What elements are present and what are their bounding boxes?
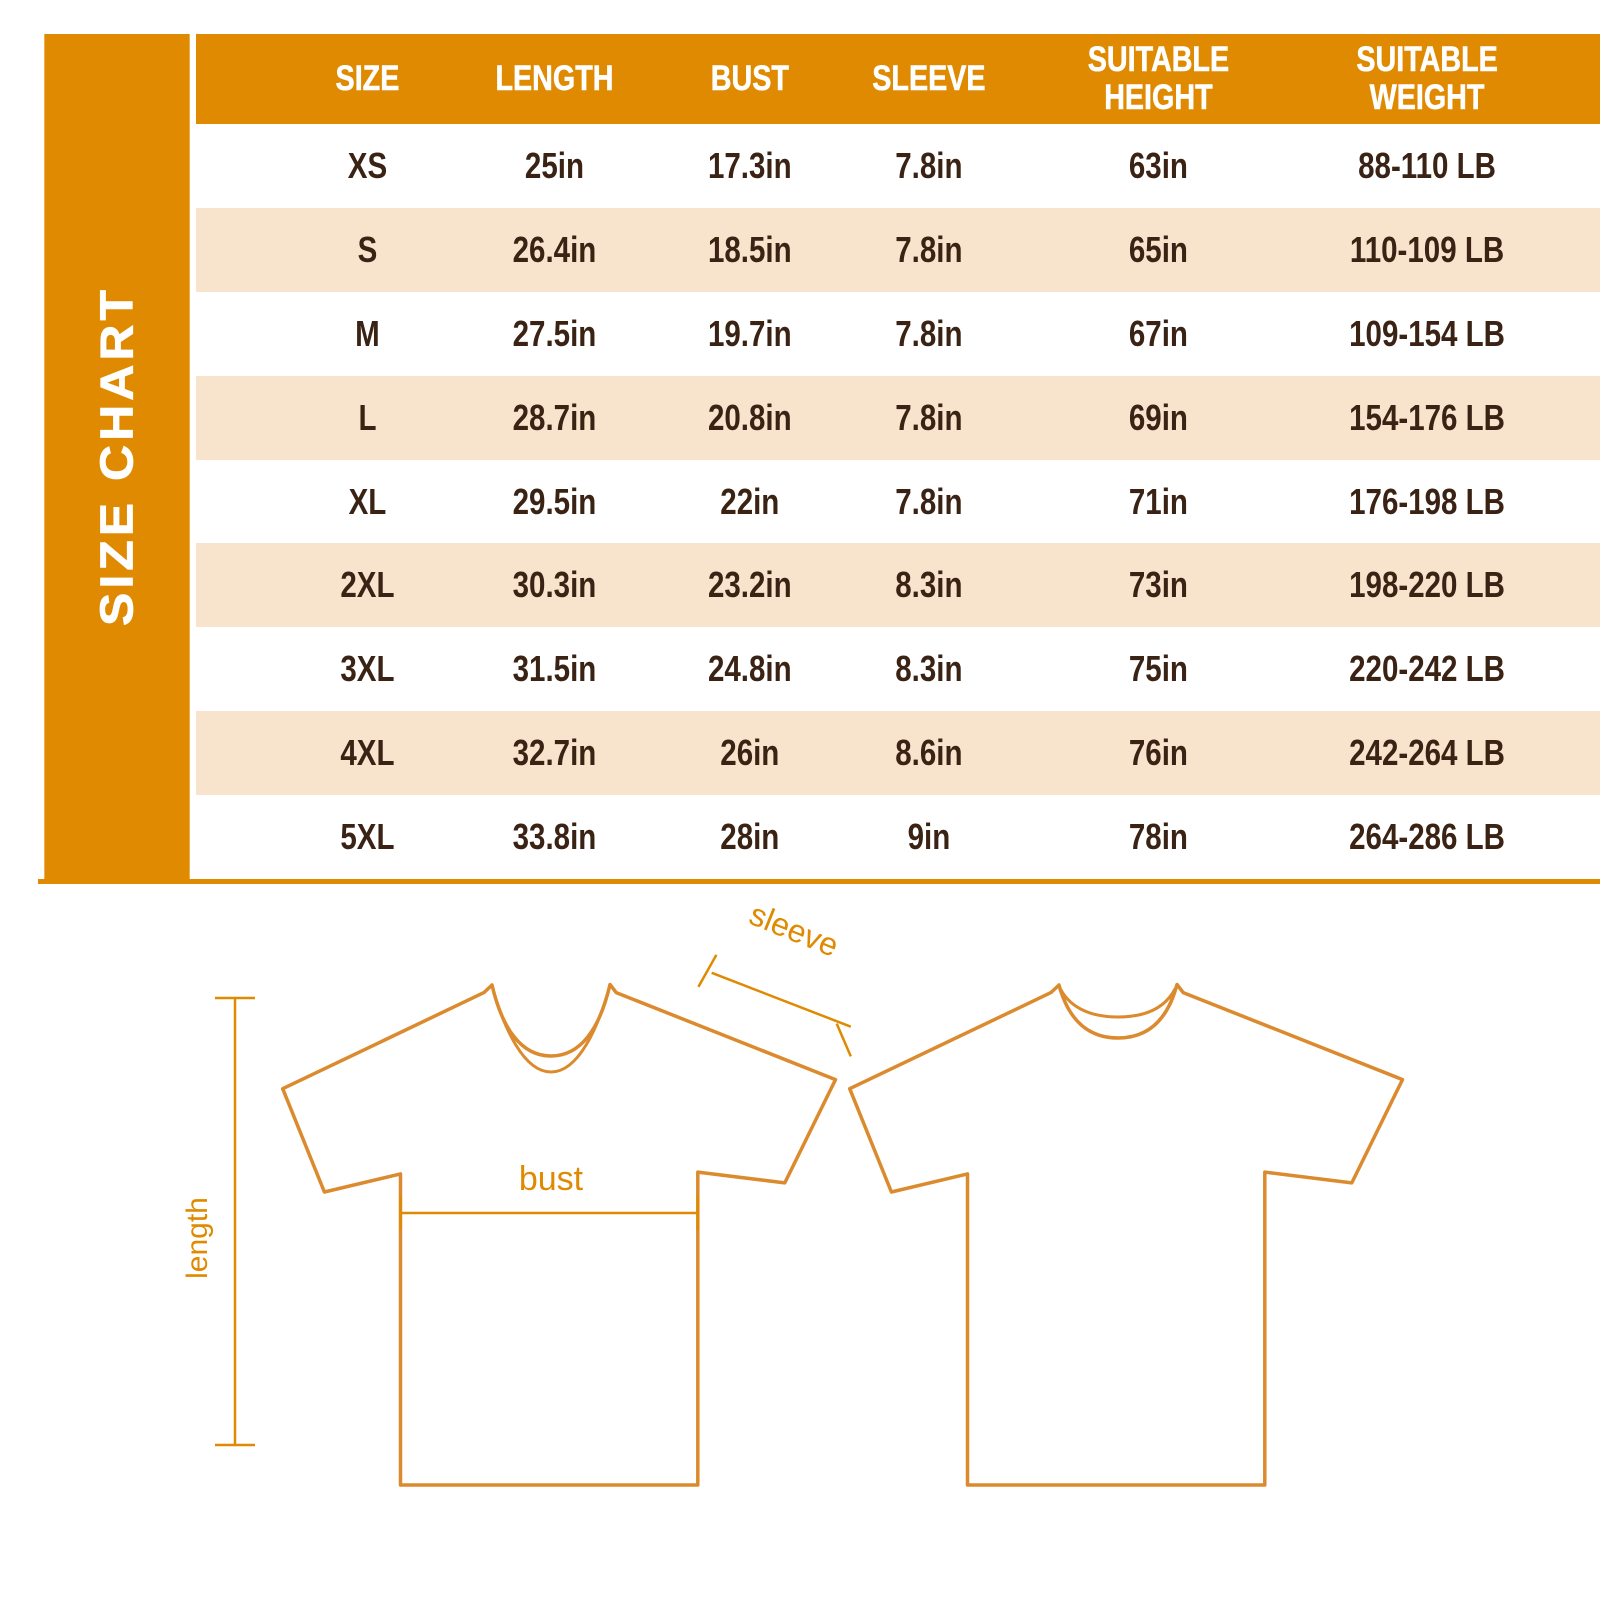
svg-text:bust: bust: [519, 1160, 584, 1198]
svg-text:sleeve: sleeve: [744, 900, 843, 964]
svg-text:length: length: [181, 1197, 214, 1279]
